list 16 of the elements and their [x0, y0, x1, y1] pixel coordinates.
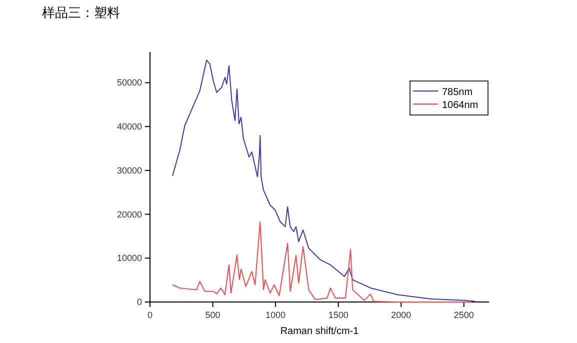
y-tick-label: 40000 — [116, 122, 142, 132]
x-tick-label: 2500 — [454, 310, 474, 320]
legend-label: 785nm — [442, 87, 473, 98]
x-tick-label: 500 — [205, 310, 220, 320]
y-tick-label: 50000 — [116, 78, 142, 88]
y-tick-label: 10000 — [116, 253, 142, 264]
x-tick-label: 0 — [147, 310, 153, 320]
y-tick-label: 30000 — [116, 165, 142, 176]
x-axis-title: Raman shift/cm-1 — [280, 326, 360, 337]
x-tick-label: 2000 — [391, 310, 412, 320]
x-tick-label: 1000 — [266, 310, 286, 320]
y-tick-label: 20000 — [116, 209, 142, 220]
y-tick-label: 0 — [136, 297, 142, 307]
x-tick-label: 1500 — [328, 310, 348, 320]
chart-title: 样品三：塑料 — [42, 5, 120, 20]
legend-label: 1064nm — [442, 100, 478, 111]
